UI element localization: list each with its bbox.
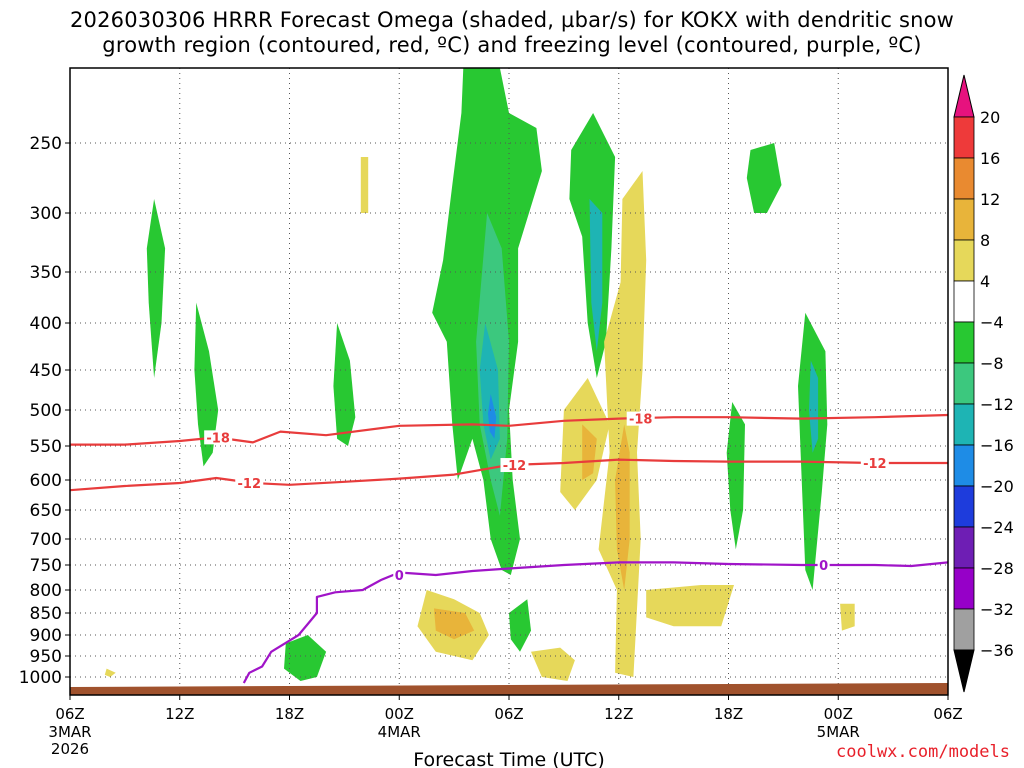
colorbar-label: −4: [980, 313, 1004, 332]
y-tick-label: 350: [30, 263, 62, 283]
colorbar-swatch: [953, 239, 975, 282]
x-tick-label: 06Z: [55, 705, 84, 723]
x-tick-label: 00Z: [385, 705, 414, 723]
omega-upward-right-core: [809, 360, 819, 453]
x-tick-label: 18Z: [275, 705, 304, 723]
colorbar-label: 12: [980, 190, 1000, 209]
contour-label: 0: [395, 569, 404, 584]
y-tick-label: 900: [30, 626, 62, 646]
colorbar-label: −12: [980, 395, 1014, 414]
contour-label-bg: [860, 456, 889, 470]
colorbar-swatch: [953, 157, 975, 200]
y-tick-label: 250: [30, 134, 62, 154]
y-tick-label: 950: [30, 647, 62, 667]
omega-downward-low-core: [434, 608, 475, 640]
omega-upward-high-right: [746, 143, 782, 213]
colorbar-swatch: [953, 485, 975, 528]
colorbar-label: 20: [980, 108, 1000, 127]
colorbar-swatch: [953, 526, 975, 569]
contour-label: -18: [206, 431, 230, 446]
omega-upward-mid: [333, 323, 356, 446]
x-tick-label: 12Z: [604, 705, 633, 723]
omega-downward-low3: [646, 585, 734, 627]
colorbar-top-arrow: [953, 74, 975, 118]
y-tick-label: 600: [30, 471, 62, 491]
omega-upward-left2: [194, 302, 219, 467]
y-tick-label: 650: [30, 501, 62, 521]
omega-downward-right: [840, 603, 855, 631]
colorbar-swatch: [953, 567, 975, 610]
colorbar-label: 8: [980, 231, 990, 250]
y-tick-label: 1000: [19, 668, 62, 688]
y-tick-label: 450: [30, 361, 62, 381]
colorbar-swatch: [953, 116, 975, 159]
colorbar-swatch: [953, 444, 975, 487]
omega-upward-right2: [726, 402, 745, 550]
contour-label-bg: [204, 430, 233, 445]
colorbar-swatch: [953, 608, 975, 651]
contour-label: -18: [629, 413, 653, 428]
omega-downward-main: [598, 171, 647, 677]
colorbar-label: −16: [980, 436, 1014, 455]
contour-label: 0: [819, 559, 828, 574]
colorbar-swatch: [953, 362, 975, 405]
colorbar-bottom-arrow: [953, 649, 975, 693]
colorbar-label: −20: [980, 477, 1014, 496]
colorbar-swatch: [953, 280, 975, 323]
chart-title-line1: 2026030306 HRRR Forecast Omega (shaded, …: [69, 8, 955, 32]
colorbar-swatch: [953, 198, 975, 241]
omega-upward-lowlevel: [284, 635, 327, 681]
contour-label: -12: [238, 477, 262, 492]
omega-downward-upper: [360, 157, 369, 213]
y-tick-label: 500: [30, 401, 62, 421]
contour-label-bg: [626, 411, 655, 426]
contour-label-bg: [500, 458, 529, 473]
colorbar-label: −28: [980, 559, 1014, 578]
omega-upward-low2: [509, 599, 531, 652]
x-tick-label: 00Z: [824, 705, 853, 723]
colorbar-swatch: [953, 403, 975, 446]
colorbar-label: −24: [980, 518, 1014, 537]
y-tick-label: 700: [30, 530, 62, 550]
omega-downward-low2: [531, 647, 575, 681]
x-tick-year: 2026: [51, 740, 89, 758]
y-tick-label: 850: [30, 604, 62, 624]
x-tick-label: 06Z: [494, 705, 523, 723]
y-tick-label: 400: [30, 314, 62, 334]
y-tick-label: 750: [30, 556, 62, 576]
omega-upward-upper-core: [589, 199, 603, 352]
colorbar-label: −32: [980, 600, 1014, 619]
omega-downward-mid-core: [582, 424, 597, 480]
colorbar-label: −8: [980, 354, 1004, 373]
contour-label-bg: [235, 476, 264, 490]
dgz-bottom-contour: [69, 458, 948, 492]
colorbar-swatch: [953, 321, 975, 364]
x-tick-date: 5MAR: [817, 723, 860, 741]
x-axis-title: Forecast Time (UTC): [413, 749, 604, 768]
credit-text: coolwx.com/models: [836, 742, 1010, 762]
x-tick-date: 3MAR: [48, 723, 91, 741]
contour-label: -12: [863, 457, 887, 472]
x-tick-date: 4MAR: [378, 723, 421, 741]
omega-upward-peak: [488, 394, 497, 439]
y-tick-label: 300: [30, 204, 62, 224]
x-tick-label: 12Z: [165, 705, 194, 723]
contour-label: -12: [503, 459, 527, 474]
omega-downward-tiny: [104, 668, 116, 677]
omega-upward-left1: [146, 199, 166, 378]
surface-terrain: [70, 683, 948, 695]
dgz-top-contour: [70, 413, 949, 446]
colorbar-label: −36: [980, 641, 1014, 660]
colorbar-label: 16: [980, 149, 1000, 168]
x-tick-label: 06Z: [933, 705, 962, 723]
chart-title-line2: growth region (contoured, red, ºC) and f…: [102, 33, 922, 57]
y-tick-label: 550: [30, 437, 62, 457]
y-tick-label: 800: [30, 581, 62, 601]
contour-label-bg: [817, 558, 830, 572]
contour-label-bg: [393, 568, 406, 582]
x-tick-label: 18Z: [714, 705, 743, 723]
colorbar-label: 4: [980, 272, 990, 291]
